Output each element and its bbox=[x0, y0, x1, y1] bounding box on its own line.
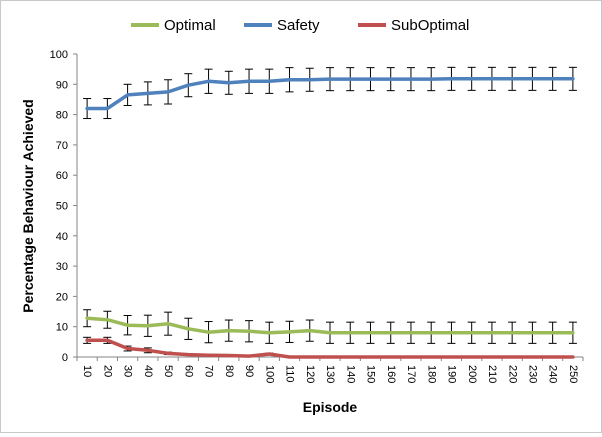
y-tick-label: 30 bbox=[56, 261, 68, 273]
x-tick-label: 120 bbox=[304, 365, 316, 383]
y-tick-label: 50 bbox=[56, 201, 68, 213]
x-tick-label: 90 bbox=[243, 365, 255, 377]
error-bars bbox=[83, 66, 577, 358]
x-tick-label: 200 bbox=[466, 365, 478, 383]
x-tick-label: 70 bbox=[203, 365, 215, 377]
y-tick-label: 0 bbox=[62, 352, 68, 364]
y-axis-ticks: 0 10 20 30 40 50 60 70 80 90 100 bbox=[50, 49, 77, 364]
series-line-safety bbox=[85, 77, 575, 111]
x-tick-label: 60 bbox=[182, 365, 194, 377]
series-line-optimal bbox=[85, 316, 575, 335]
x-tick-label: 100 bbox=[263, 365, 275, 383]
y-tick-label: 40 bbox=[56, 231, 68, 243]
x-tick-label: 190 bbox=[446, 365, 458, 383]
x-tick-label: 150 bbox=[365, 365, 377, 383]
x-tick-label: 220 bbox=[506, 365, 518, 383]
legend-label-optimal: Optimal bbox=[164, 17, 216, 34]
y-tick-label: 80 bbox=[56, 110, 68, 122]
x-tick-label: 50 bbox=[162, 365, 174, 377]
x-tick-label: 230 bbox=[526, 365, 538, 383]
legend-label-safety: Safety bbox=[277, 17, 320, 34]
series-line-suboptimal bbox=[85, 338, 575, 359]
x-tick-label: 10 bbox=[81, 365, 93, 377]
y-tick-label: 10 bbox=[56, 322, 68, 334]
x-tick-label: 20 bbox=[101, 365, 113, 377]
y-tick-label: 20 bbox=[56, 291, 68, 303]
y-tick-label: 70 bbox=[56, 140, 68, 152]
x-tick-label: 210 bbox=[486, 365, 498, 383]
x-axis-ticks: 10 20 30 40 50 60 70 80 90 100 110 120 130 140 150 160 1… bbox=[76, 357, 584, 383]
x-tick-label: 170 bbox=[405, 365, 417, 383]
x-tick-label: 140 bbox=[344, 365, 356, 383]
y-axis-title: Percentage Behaviour Achieved bbox=[20, 99, 36, 312]
series-lines bbox=[85, 77, 575, 359]
x-tick-label: 30 bbox=[122, 365, 134, 377]
x-tick-label: 40 bbox=[142, 365, 154, 377]
x-axis-title: Episode bbox=[303, 399, 358, 415]
y-tick-label: 100 bbox=[50, 49, 68, 61]
x-tick-label: 130 bbox=[324, 365, 336, 383]
x-tick-label: 180 bbox=[425, 365, 437, 383]
y-tick-label: 60 bbox=[56, 170, 68, 182]
legend-label-suboptimal: SubOptimal bbox=[391, 17, 469, 34]
legend: Optimal Safety SubOptimal bbox=[131, 17, 469, 34]
y-tick-label: 90 bbox=[56, 79, 68, 91]
x-tick-label: 240 bbox=[547, 365, 559, 383]
x-tick-label: 160 bbox=[385, 365, 397, 383]
x-tick-label: 250 bbox=[567, 365, 579, 383]
x-tick-label: 80 bbox=[223, 365, 235, 377]
x-tick-label: 110 bbox=[284, 365, 296, 383]
